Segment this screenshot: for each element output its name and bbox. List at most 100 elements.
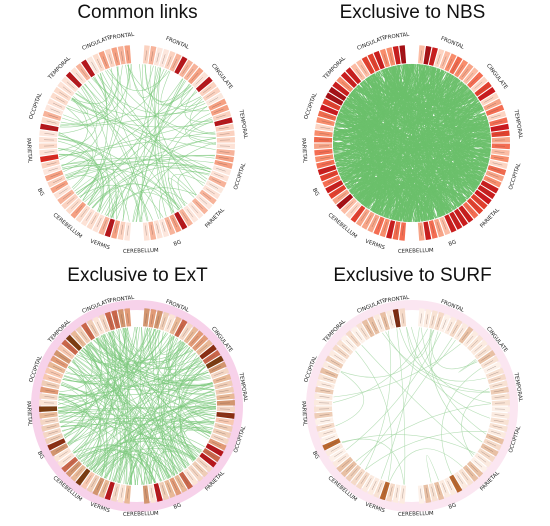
- node-label-tick: [436, 317, 441, 327]
- node-label-tick: [216, 114, 226, 119]
- node-label-tick: [85, 328, 92, 337]
- node-block: [216, 136, 235, 143]
- node-label-tick: [492, 425, 503, 429]
- node-label-tick: [436, 54, 441, 64]
- node-block: [314, 136, 333, 143]
- connection-link: [59, 326, 138, 420]
- connection-link: [80, 64, 129, 199]
- connection-link: [108, 332, 187, 469]
- node-label-tick: [203, 349, 212, 357]
- connection-link: [106, 69, 170, 92]
- node-label-tick: [195, 77, 203, 85]
- node-label-tick: [218, 156, 229, 160]
- node-label-tick: [420, 225, 422, 236]
- node-label-tick: [442, 220, 447, 230]
- connection-link: [108, 332, 213, 385]
- node-label-tick: [91, 478, 97, 488]
- node-label-tick: [218, 390, 229, 393]
- connection-link: [60, 96, 202, 126]
- node-label-tick: [209, 183, 219, 189]
- connection-link: [92, 183, 175, 213]
- node-label-tick: [366, 215, 372, 225]
- node-label-tick: [52, 441, 63, 447]
- connection-link: [354, 64, 426, 199]
- node-label-tick: [75, 72, 83, 81]
- connection-link: [87, 343, 209, 377]
- node-label-tick: [323, 114, 333, 119]
- connection-link: [339, 162, 488, 176]
- node-label-tick: [346, 201, 354, 209]
- node-label-tick: [341, 81, 350, 89]
- lobe-label: PARIETAL: [300, 401, 308, 426]
- node-label-tick: [481, 451, 490, 458]
- connection-link: [335, 371, 365, 427]
- node-label-tick: [491, 377, 501, 382]
- connection-link: [396, 328, 406, 485]
- node-label-tick: [127, 313, 129, 324]
- node-label-tick: [44, 396, 55, 398]
- node-label-tick: [321, 383, 332, 387]
- node-label-tick: [172, 217, 178, 228]
- connection-link: [58, 405, 217, 412]
- node-label-tick: [478, 349, 487, 357]
- connection-link: [85, 393, 216, 467]
- node-label-tick: [55, 97, 65, 103]
- node-label-tick: [161, 54, 166, 64]
- connection-link: [75, 93, 212, 170]
- connection-link: [58, 383, 213, 397]
- node-label-tick: [75, 468, 83, 477]
- lobe-label: VERMIS: [364, 239, 386, 252]
- connection-link: [104, 460, 117, 481]
- node-label-tick: [62, 86, 72, 93]
- node-label-tick: [216, 377, 226, 382]
- node-label-tick: [489, 108, 499, 113]
- node-label-tick: [85, 212, 92, 221]
- node-block: [418, 45, 425, 64]
- connection-link: [348, 178, 390, 218]
- connection-link: [333, 343, 461, 398]
- connection-link: [349, 73, 383, 193]
- connection-link: [59, 64, 132, 128]
- node-label-tick: [447, 217, 453, 228]
- panel-common-links: FRONTAL CINGULATE TEMPORAL OCCIPITAL PARIETA…: [0, 0, 275, 263]
- node-label-tick: [45, 126, 56, 130]
- link-bundle: [57, 64, 217, 223]
- node-label-tick: [71, 464, 79, 472]
- node-block: [39, 417, 59, 426]
- connection-link: [159, 192, 188, 219]
- connection-link: [355, 350, 393, 482]
- connection-link: [99, 327, 140, 477]
- connection-link: [58, 393, 89, 409]
- node-block: [148, 221, 157, 241]
- connection-link: [61, 383, 186, 469]
- connection-link: [183, 426, 213, 459]
- connection-link: [144, 64, 197, 196]
- node-label-tick: [114, 52, 118, 63]
- node-label-tick: [195, 201, 203, 209]
- node-label-tick: [156, 486, 160, 497]
- node-label-tick: [323, 167, 333, 172]
- node-label-tick: [477, 456, 487, 463]
- connection-link: [347, 97, 371, 201]
- node-label-tick: [492, 162, 503, 166]
- connection-link: [420, 327, 487, 435]
- node-label-tick: [216, 167, 226, 172]
- lobe-label: FRONTAL: [165, 36, 190, 51]
- node-label-tick: [325, 371, 335, 376]
- connection-link: [64, 371, 209, 387]
- node-label-tick: [167, 220, 172, 230]
- node-label-tick: [478, 86, 487, 94]
- connection-link: [106, 327, 129, 360]
- connection-link: [185, 113, 216, 138]
- connection-link: [447, 73, 487, 172]
- connection-link: [361, 81, 433, 220]
- node-label-tick: [436, 485, 441, 495]
- node-label-tick: [431, 486, 435, 497]
- connection-link: [404, 187, 468, 222]
- node-label-tick: [334, 451, 343, 458]
- node-label-tick: [172, 321, 178, 332]
- lobe-label: VERMIS: [89, 239, 111, 252]
- connection-link: [82, 66, 119, 201]
- node-label-tick: [167, 56, 172, 66]
- node-label-tick: [91, 215, 97, 225]
